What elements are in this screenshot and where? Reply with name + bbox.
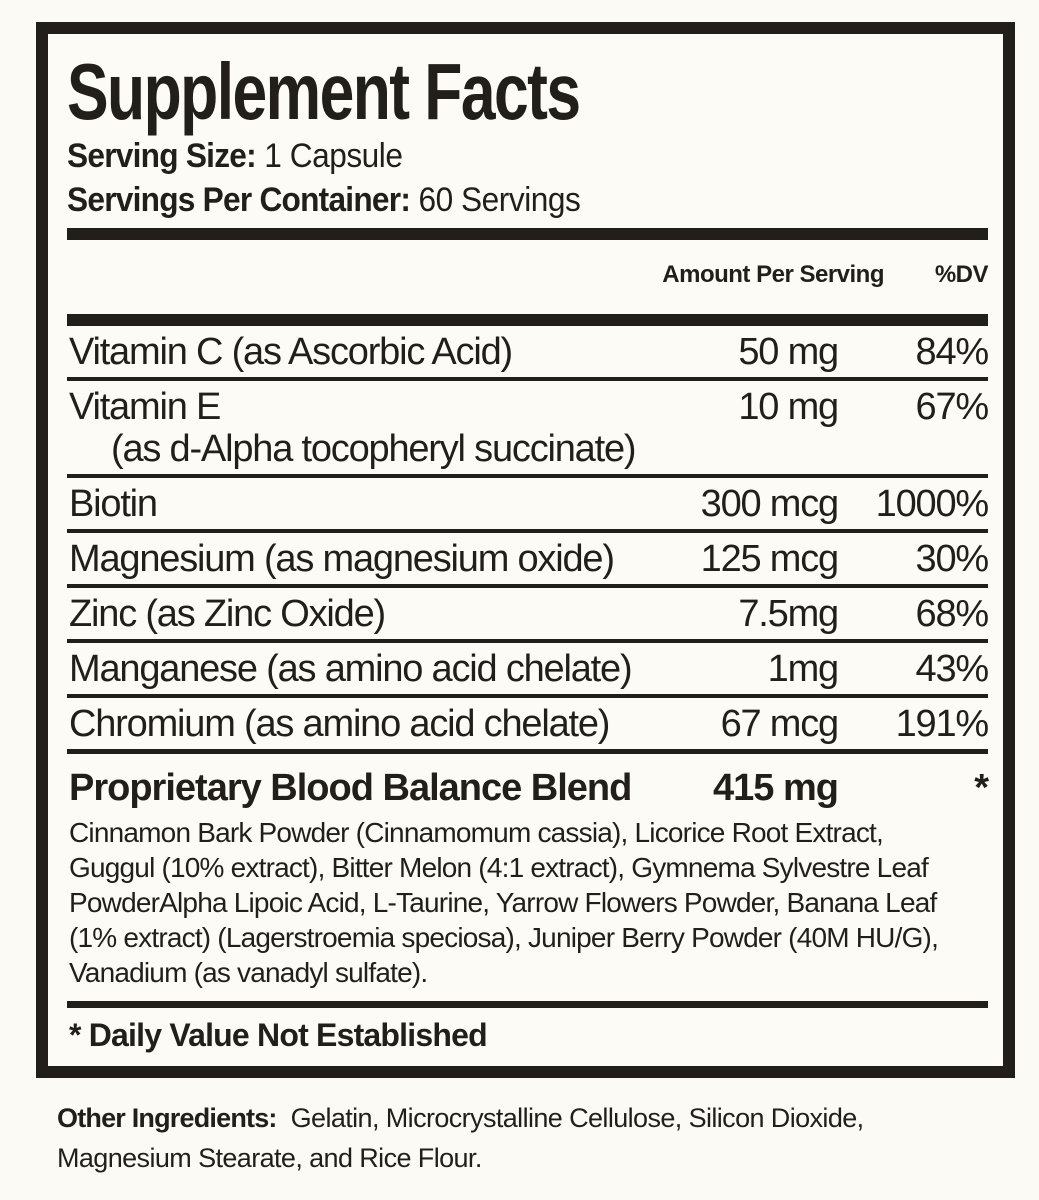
servings-per-container-value: 60 Servings (418, 181, 581, 219)
panel-title: Supplement Facts (67, 47, 581, 136)
nutrient-row-biotin: Biotin 300 mcg 1000% (67, 478, 990, 529)
row-divider (67, 694, 988, 698)
blend-amount: 415 mg (713, 767, 839, 809)
nutrient-name: Biotin (69, 483, 158, 525)
nutrient-amount: 67 mcg (720, 703, 840, 745)
nutrient-name-sub: (as d-Alpha tocopheryl succinate) (111, 428, 637, 470)
nutrient-amount: 10 mg (738, 386, 839, 428)
nutrient-name-main: Vitamin E (69, 386, 221, 428)
row-divider-blend (67, 749, 988, 754)
row-divider (67, 474, 988, 478)
row-divider (67, 639, 988, 643)
nutrient-name: Zinc (as Zinc Oxide) (69, 593, 386, 635)
nutrient-row-manganese: Manganese (as amino acid chelate) 1mg 43… (67, 643, 990, 694)
row-divider (67, 377, 988, 381)
thick-divider-header (67, 314, 988, 326)
other-ingredients-label: Other Ingredients: (57, 1103, 277, 1133)
serving-size-label: Serving Size: (67, 137, 257, 175)
servings-per-container-label: Servings Per Container: (67, 181, 411, 219)
nutrient-dv: 191% (895, 703, 990, 745)
nutrient-dv: 68% (915, 593, 990, 635)
nutrient-dv: 30% (915, 538, 990, 580)
nutrient-row-magnesium: Magnesium (as magnesium oxide) 125 mcg 3… (67, 533, 990, 584)
column-header-row: Amount Per Serving %DV (67, 240, 988, 314)
blend-ingredients-text: Cinnamon Bark Powder (Cinnamomum cassia)… (69, 817, 939, 988)
nutrient-name: Vitamin E (as d-Alpha tocopheryl succina… (69, 386, 688, 470)
other-ingredients-value: Gelatin, Microcrystalline Cellulose, Sil… (57, 1103, 864, 1173)
medium-divider-footnote (67, 1001, 988, 1008)
servings-per-container-line: Servings Per Container: 60 Servings (67, 178, 924, 222)
nutrient-row-zinc: Zinc (as Zinc Oxide) 7.5mg 68% (67, 588, 990, 639)
serving-size-value: 1 Capsule (264, 137, 403, 175)
nutrient-dv: 43% (915, 648, 990, 690)
row-divider (67, 529, 988, 533)
blend-dv-asterisk: * (974, 767, 989, 809)
row-divider (67, 584, 988, 588)
nutrient-amount: 300 mcg (700, 483, 840, 525)
nutrient-name: Chromium (as amino acid chelate) (69, 703, 610, 745)
nutrient-name: Vitamin C (as Ascorbic Acid) (69, 331, 513, 373)
nutrient-dv: 67% (915, 386, 990, 428)
amount-column-header: Amount Per Serving (662, 261, 884, 288)
nutrient-dv: 1000% (875, 483, 990, 525)
blend-row: Proprietary Blood Balance Blend 415 mg * (67, 754, 989, 813)
nutrient-amount: 7.5mg (738, 593, 839, 635)
nutrient-amount: 125 mcg (700, 538, 840, 580)
other-ingredients-section: Other Ingredients: Gelatin, Microcrystall… (57, 1098, 989, 1178)
blend-name: Proprietary Blood Balance Blend (69, 767, 632, 809)
daily-value-footnote: * Daily Value Not Established (69, 1017, 488, 1053)
thick-divider-top (67, 228, 988, 240)
nutrient-row-chromium: Chromium (as amino acid chelate) 67 mcg … (67, 698, 990, 749)
nutrient-dv: 84% (915, 331, 990, 373)
nutrient-name: Magnesium (as magnesium oxide) (69, 538, 615, 580)
nutrient-name: Manganese (as amino acid chelate) (69, 648, 633, 690)
nutrient-amount: 50 mg (738, 331, 839, 373)
supplement-facts-panel: Supplement Facts Serving Size: 1 Capsule … (36, 22, 1015, 1078)
nutrient-amount: 1mg (767, 648, 840, 690)
nutrient-row-vitamin-c: Vitamin C (as Ascorbic Acid) 50 mg 84% (67, 326, 990, 377)
nutrient-row-vitamin-e: Vitamin E (as d-Alpha tocopheryl succina… (67, 381, 990, 474)
serving-size-line: Serving Size: 1 Capsule (67, 134, 924, 178)
dv-column-header: %DV (934, 261, 989, 288)
